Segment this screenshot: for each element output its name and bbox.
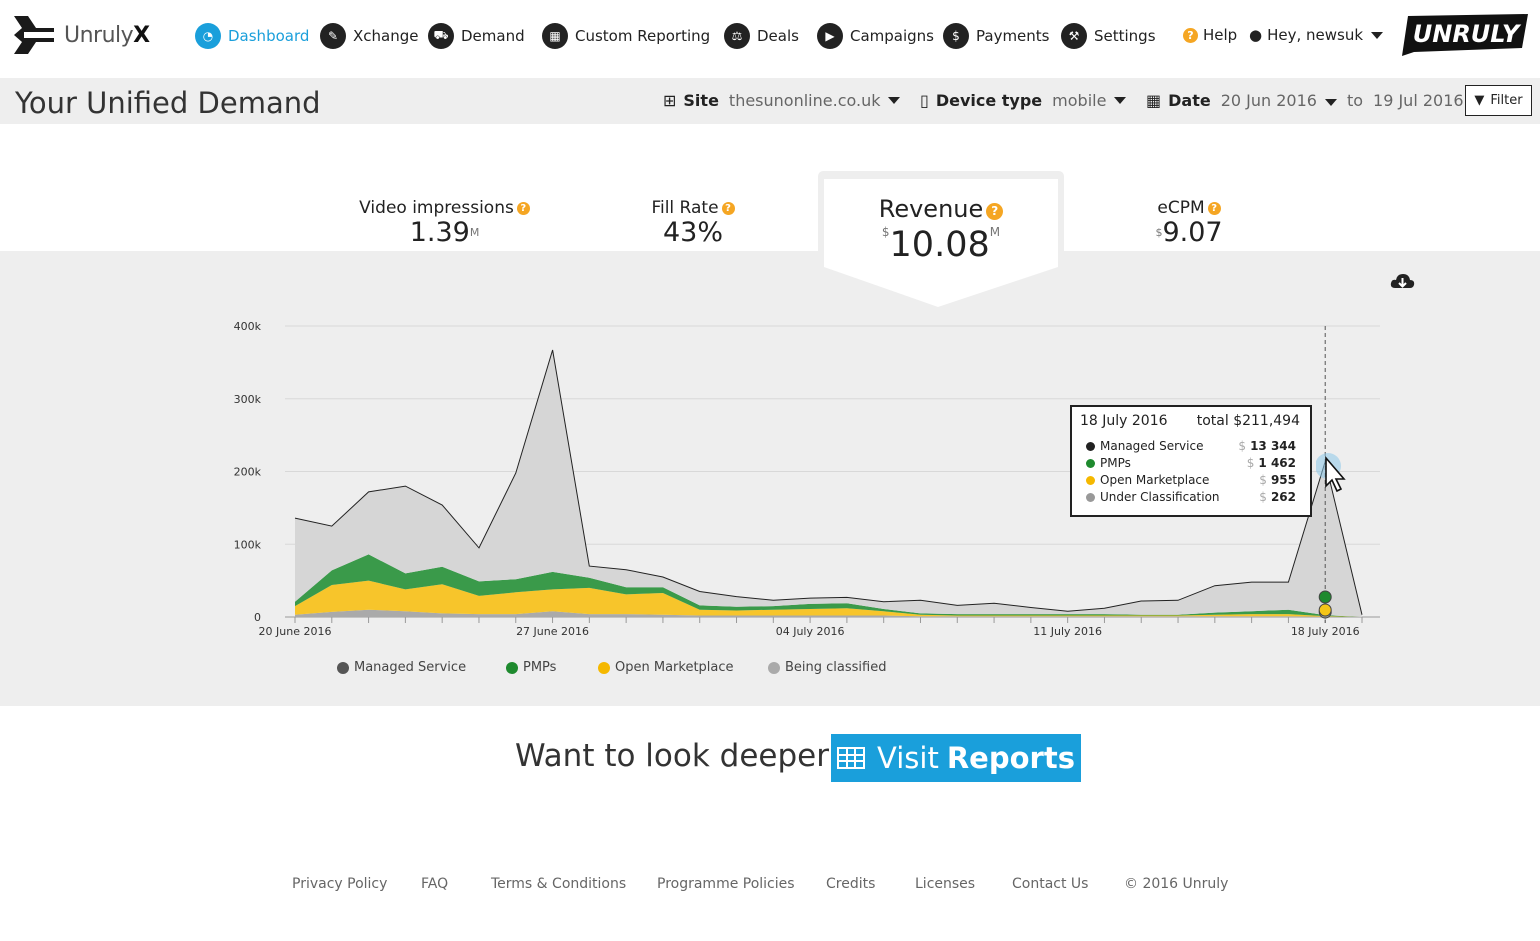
user-icon: ● xyxy=(1249,26,1263,44)
stat-video-impressions[interactable]: Video impressions? 1.39M xyxy=(321,190,568,251)
revenue-area-chart: 0 100k 200k 300k 400k 20 June 2016 27 June 201… xyxy=(234,320,1380,638)
visit-reports-button[interactable]: Visit Reports xyxy=(831,734,1081,782)
stat-revenue[interactable]: Revenue? $10.08M xyxy=(818,171,1064,309)
y-tick-label: 300k xyxy=(234,393,262,406)
device-filter[interactable]: ▯ Device type mobile xyxy=(920,91,1127,110)
date-from-select[interactable]: 20 Jun 2016 xyxy=(1221,91,1337,110)
y-tick-label: 100k xyxy=(234,538,262,551)
help-link[interactable]: ? Help xyxy=(1183,26,1237,44)
footer-link-faq[interactable]: FAQ xyxy=(421,876,449,892)
nav-xchange[interactable]: ✎ Xchange xyxy=(320,22,418,50)
footer-link-terms[interactable]: Terms & Conditions xyxy=(491,876,627,892)
top-nav: UnrulyX ◔ Dashboard ✎ Xchange ⛟ Demand ▦ Cus… xyxy=(0,0,1540,78)
page-title: Your Unified Demand xyxy=(15,86,321,120)
series-dot xyxy=(1086,475,1095,485)
hover-marker xyxy=(1318,590,1332,604)
stat-fill-rate[interactable]: Fill Rate? 43% xyxy=(570,190,816,251)
y-tick-label: 200k xyxy=(234,466,262,479)
area-being-classified xyxy=(295,609,1362,617)
cloud-download-icon[interactable] xyxy=(1390,271,1415,293)
y-tick-label: 400k xyxy=(234,320,262,333)
svg-text:UNRULY: UNRULY xyxy=(1413,20,1522,48)
calendar-icon: ▦ xyxy=(1146,91,1162,110)
x-tick-label: 18 July 2016 xyxy=(1291,625,1360,638)
legend-pmps[interactable]: PMPs xyxy=(506,660,556,675)
legend-managed-service[interactable]: Managed Service xyxy=(337,660,466,675)
x-tick-label: 27 June 2016 xyxy=(516,625,589,638)
legend-dot xyxy=(598,661,610,674)
play-icon: ▶ xyxy=(817,23,843,49)
stat-ecpm[interactable]: eCPM? $9.07 xyxy=(1066,190,1312,251)
nav-payments[interactable]: $ Payments xyxy=(943,22,1049,50)
unrulyx-logo-icon xyxy=(14,16,54,54)
footer-link-credits[interactable]: Credits xyxy=(826,876,876,892)
x-tick-label: 11 July 2016 xyxy=(1033,625,1102,638)
cta-text: Want to look deeper? xyxy=(515,738,846,774)
chart-tooltip: 18 July 2016 total $211,494 Managed Serv… xyxy=(1070,405,1312,517)
brand-name: UnrulyX xyxy=(64,22,150,48)
grid-icon: ▦ xyxy=(542,23,568,49)
chevron-down-icon xyxy=(888,97,901,104)
mouse-cursor-icon xyxy=(1316,453,1346,493)
footer-link-licenses[interactable]: Licenses xyxy=(915,876,976,892)
nav-settings[interactable]: ⚒ Settings xyxy=(1061,22,1156,50)
series-dot xyxy=(1086,492,1095,502)
x-tick-label: 04 July 2016 xyxy=(776,625,845,638)
tooltip-row: PMPs $1 462 xyxy=(1086,456,1304,470)
unruly-brand-logo[interactable]: UNRULY xyxy=(1400,12,1530,58)
legend-dot xyxy=(337,661,349,674)
help-icon: ? xyxy=(516,202,530,215)
site-filter[interactable]: ⊞ Site thesunonline.co.uk xyxy=(663,91,901,110)
footer-link-policies[interactable]: Programme Policies xyxy=(657,876,795,892)
stat-revenue-card-shape xyxy=(818,171,1064,307)
series-dot xyxy=(1086,441,1095,451)
mobile-icon: ▯ xyxy=(920,91,929,110)
y-tick-label: 0 xyxy=(254,611,261,624)
legend-open-marketplace[interactable]: Open Marketplace xyxy=(598,660,734,675)
chevron-down-icon xyxy=(1114,97,1127,104)
dashboard-icon: ◔ xyxy=(195,23,221,49)
hover-marker xyxy=(1318,603,1332,617)
chevron-down-icon xyxy=(1371,31,1384,39)
nav-demand[interactable]: ⛟ Demand xyxy=(428,22,525,50)
legend-dot xyxy=(506,661,518,674)
tooltip-row: Under Classification $262 xyxy=(1086,490,1304,504)
area-managed-service xyxy=(295,350,1362,617)
help-icon: ? xyxy=(1207,202,1221,215)
legend-being-classified[interactable]: Being classified xyxy=(768,660,886,675)
page-header: Your Unified Demand ⊞ Site thesunonline.… xyxy=(0,78,1540,124)
date-filter: ▦ Date 20 Jun 2016 to 19 Jul 2016 xyxy=(1146,91,1484,110)
area-open-marketplace xyxy=(295,580,1362,617)
cart-icon: ⛟ xyxy=(428,23,454,49)
nav-dashboard[interactable]: ◔ Dashboard xyxy=(195,22,309,50)
tooltip-row: Managed Service $13 344 xyxy=(1086,439,1304,453)
series-dot xyxy=(1086,458,1095,468)
total-line xyxy=(294,349,1363,615)
tooltip-row: Open Marketplace $955 xyxy=(1086,473,1304,487)
dollar-icon: $ xyxy=(943,23,969,49)
legend-dot xyxy=(768,661,780,674)
wrench-icon: ⚒ xyxy=(1061,23,1087,49)
funnel-icon: ▼ xyxy=(1474,93,1485,108)
scales-icon: ⚖ xyxy=(724,23,750,49)
footer-link-privacy[interactable]: Privacy Policy xyxy=(292,876,388,892)
nav-custom-reporting[interactable]: ▦ Custom Reporting xyxy=(542,22,710,50)
help-icon: ? xyxy=(986,202,1004,220)
copyright: © 2016 Unruly xyxy=(1124,876,1229,892)
help-icon: ? xyxy=(721,202,735,215)
nav-campaigns[interactable]: ▶ Campaigns xyxy=(817,22,934,50)
x-tick-label: 20 June 2016 xyxy=(259,625,332,638)
unrulyx-logo[interactable]: UnrulyX xyxy=(10,12,150,58)
table-icon xyxy=(837,747,866,769)
sitemap-icon: ⊞ xyxy=(663,91,677,110)
nav-deals[interactable]: ⚖ Deals xyxy=(724,22,799,50)
area-pmps xyxy=(295,554,1362,617)
footer-link-contact[interactable]: Contact Us xyxy=(1012,876,1089,892)
help-icon: ? xyxy=(1183,27,1198,43)
chevron-down-icon xyxy=(1324,99,1337,106)
user-menu[interactable]: ● Hey, newsuk xyxy=(1249,26,1384,44)
gavel-icon: ✎ xyxy=(320,23,346,49)
filter-button[interactable]: ▼ Filter xyxy=(1465,85,1532,116)
